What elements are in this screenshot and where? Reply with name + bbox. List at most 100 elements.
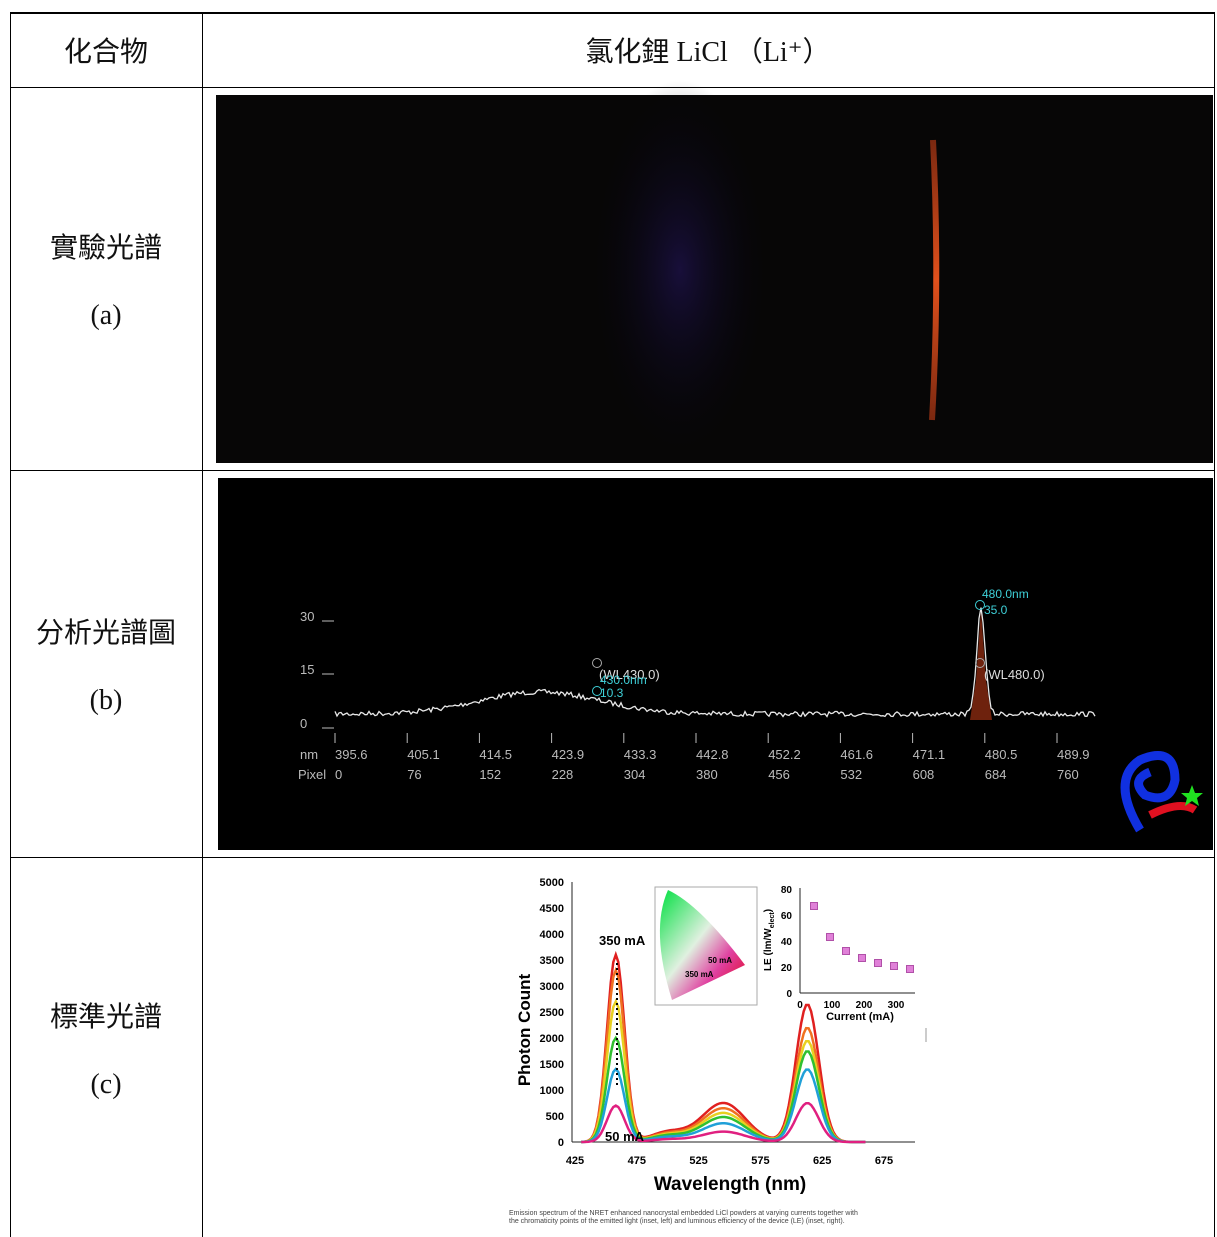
marker <box>975 600 985 610</box>
orange-line <box>929 139 940 421</box>
label: 實驗光譜 <box>49 233 162 264</box>
inset-x-tick: 200 <box>856 1000 873 1011</box>
marker <box>592 658 602 668</box>
annotation: 35.0 <box>984 603 1008 617</box>
pixel-tick: 532 <box>840 767 862 782</box>
y-tick: 3500 <box>540 955 564 967</box>
marker <box>592 686 602 696</box>
curve <box>581 966 866 1144</box>
y-title: Photon Count <box>515 973 534 1086</box>
nm-tick: 423.9 <box>552 747 585 762</box>
inset-point <box>890 962 898 970</box>
pixel-tick: 380 <box>696 767 718 782</box>
y-tick: 3000 <box>540 981 564 993</box>
y-tick: 4500 <box>540 903 564 915</box>
pixel-label: Pixel <box>298 767 326 782</box>
inset-point <box>842 947 850 955</box>
pixel-tick: 0 <box>335 767 342 782</box>
y-tick: 1000 <box>540 1085 564 1097</box>
tag: (a) <box>90 300 122 331</box>
y-tick: 0 <box>558 1137 564 1149</box>
tag: (b) <box>89 685 123 716</box>
inset-y-title: LE (lm/Welect) <box>763 909 776 971</box>
inset-y-title-part: LE (lm/W <box>763 928 774 971</box>
nm-tick: 433.3 <box>624 747 657 762</box>
pixel-tick: 76 <box>407 767 421 782</box>
y-tick: 2500 <box>540 1007 564 1019</box>
blue-glow <box>590 80 770 460</box>
annotation: 10.3 <box>600 686 624 700</box>
nm-tick: 452.2 <box>768 747 801 762</box>
curve <box>581 1035 866 1144</box>
row-label: 分析光譜圖 (b) <box>10 471 202 857</box>
label: 350 mA <box>599 933 646 948</box>
header-cell: 化合物 <box>10 12 202 87</box>
x-tick: 625 <box>813 1155 831 1167</box>
border <box>10 12 11 1237</box>
inset-y-title-part: ) <box>763 909 774 912</box>
inset-y-title-part: elect <box>769 912 776 929</box>
caption: Emission spectrum of the NRET enhanced n… <box>509 1210 858 1217</box>
logo <box>1120 751 1203 833</box>
pixel-tick: 760 <box>1057 767 1079 782</box>
inset-x-tick: 100 <box>824 1000 841 1011</box>
x-title: Wavelength (nm) <box>654 1174 806 1195</box>
annotation: (WL430.0) <box>599 667 660 682</box>
inset-point <box>858 954 866 962</box>
border <box>1214 12 1215 1237</box>
inset-x-tick: 300 <box>888 1000 905 1011</box>
row-label: 標準光譜 (c) <box>10 858 202 1237</box>
screenshot-b <box>218 478 1213 850</box>
y-tick: 5000 <box>540 877 564 889</box>
label: 50 mA <box>605 1129 645 1144</box>
nm-label: nm <box>300 747 318 762</box>
annotation: (WL480.0) <box>984 667 1045 682</box>
border <box>10 857 1215 858</box>
y-label: 30 <box>300 609 314 624</box>
y-tick: 4000 <box>540 929 564 941</box>
inset-point <box>826 933 834 941</box>
pixel-tick: 228 <box>552 767 574 782</box>
peak-fill <box>970 610 992 720</box>
row-label: 實驗光譜 (a) <box>10 88 202 470</box>
y-tick: 500 <box>546 1111 564 1123</box>
y-label: 0 <box>300 716 307 731</box>
x-tick: 475 <box>628 1155 646 1167</box>
x-tick: 425 <box>566 1155 584 1167</box>
inset-x-title: Current (mA) <box>826 1011 894 1023</box>
annotation: 430.0nm <box>600 673 647 687</box>
pixel-tick: 608 <box>913 767 935 782</box>
nm-tick: 480.5 <box>985 747 1018 762</box>
inset-point <box>906 965 914 973</box>
annotation: 480.0nm <box>982 587 1029 601</box>
pixel-tick: 304 <box>624 767 646 782</box>
inset-y-tick: 40 <box>781 937 793 948</box>
y-tick: 1500 <box>540 1059 564 1071</box>
pixel-tick: 152 <box>479 767 501 782</box>
border <box>202 12 203 1237</box>
inset-label: 50 mA <box>708 956 732 965</box>
curve <box>581 1101 866 1144</box>
border <box>10 87 1215 88</box>
pixel-tick: 684 <box>985 767 1007 782</box>
y-label: 15 <box>300 662 314 677</box>
inset-point <box>810 902 818 910</box>
inset-y-tick: 20 <box>781 963 793 974</box>
x-tick: 525 <box>689 1155 707 1167</box>
tag: (c) <box>90 1068 122 1100</box>
inset-y-tick: 60 <box>781 911 793 922</box>
label: 分析光譜圖 <box>35 618 176 649</box>
inset-label: 350 mA <box>685 970 714 979</box>
marker <box>975 658 985 668</box>
pixel-tick: 456 <box>768 767 790 782</box>
y-tick: 2000 <box>540 1033 564 1045</box>
header-text: 氯化鋰 LiCl （Li⁺） <box>585 36 831 68</box>
nm-tick: 489.9 <box>1057 747 1090 762</box>
nm-tick: 414.5 <box>479 747 512 762</box>
nm-tick: 461.6 <box>840 747 873 762</box>
cie-area <box>659 890 745 1000</box>
border <box>10 12 1215 14</box>
x-tick: 675 <box>875 1155 893 1167</box>
